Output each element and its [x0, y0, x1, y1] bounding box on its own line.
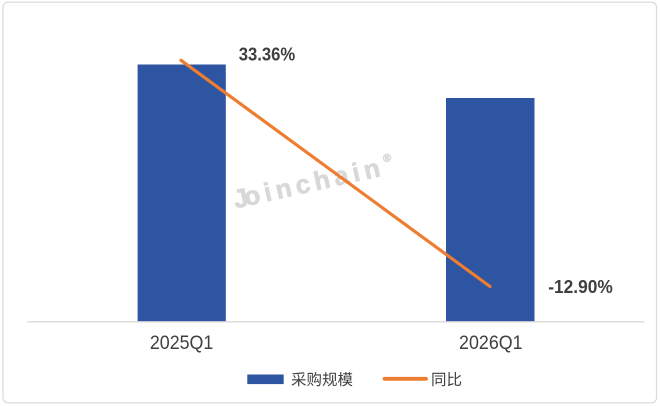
svg-text:2026Q1: 2026Q1	[459, 332, 523, 354]
svg-text:®: ®	[382, 152, 393, 165]
svg-text:33.36%: 33.36%	[239, 44, 296, 64]
svg-text:J: J	[230, 182, 251, 214]
svg-text:-12.90%: -12.90%	[548, 277, 613, 297]
svg-text:2025Q1: 2025Q1	[150, 332, 214, 354]
